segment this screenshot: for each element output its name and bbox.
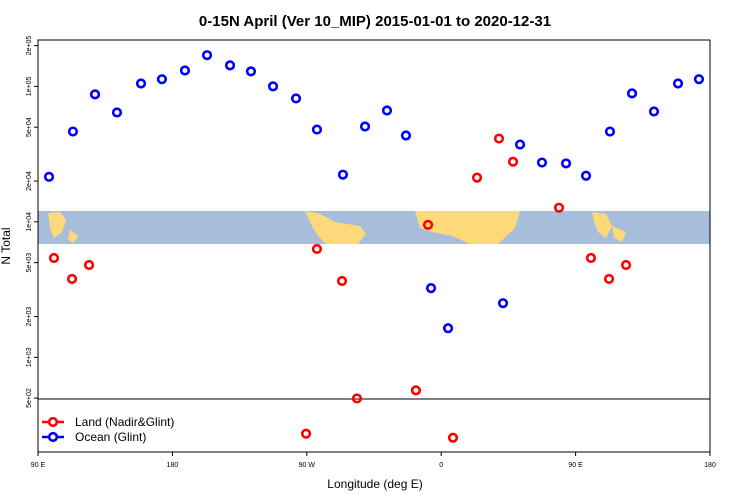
- point: [626, 88, 638, 99]
- point: [201, 50, 213, 61]
- point: [442, 323, 454, 334]
- point: [156, 74, 168, 85]
- y-tick-label: 5e+04: [26, 117, 33, 137]
- map-strip: [38, 211, 710, 244]
- point: [337, 169, 349, 180]
- x-tick-label: 180: [167, 462, 179, 469]
- point: [245, 66, 257, 77]
- point: [351, 393, 363, 404]
- y-tick-label: 1e+03: [26, 347, 33, 367]
- x-tick-label: 180: [704, 462, 716, 469]
- legend-label: Land (Nadir&Glint): [75, 415, 174, 429]
- point: [381, 105, 393, 116]
- point: [580, 170, 592, 181]
- x-tick-label: 90 W: [299, 462, 316, 469]
- point: [410, 385, 422, 396]
- point: [111, 107, 123, 118]
- y-tick-label: 1e+04: [26, 212, 33, 232]
- point: [672, 78, 684, 89]
- point: [67, 126, 79, 137]
- point: [359, 121, 371, 132]
- point: [336, 275, 348, 287]
- point: [536, 157, 548, 168]
- point: [267, 81, 279, 92]
- y-axis-label: N Total: [0, 227, 13, 264]
- point: [290, 93, 302, 104]
- point: [425, 283, 437, 294]
- point: [422, 219, 434, 230]
- y-tick-label: 5e+02: [26, 388, 33, 408]
- point: [603, 273, 615, 285]
- point: [311, 243, 323, 255]
- point: [497, 298, 509, 309]
- point: [471, 172, 483, 183]
- x-axis-label: Longitude (deg E): [327, 477, 422, 491]
- point: [83, 259, 95, 271]
- point: [311, 124, 323, 135]
- point: [507, 156, 519, 167]
- y-tick-label: 1e+05: [26, 76, 33, 96]
- legend-marker: [47, 431, 59, 443]
- x-tick-label: 0: [439, 462, 443, 469]
- x-tick-label: 90 E: [31, 462, 46, 469]
- point: [620, 259, 632, 271]
- chart-title: 0-15N April (Ver 10_MIP) 2015-01-01 to 2…: [199, 13, 551, 30]
- point: [560, 158, 572, 169]
- point: [493, 133, 505, 144]
- point: [43, 171, 55, 182]
- point: [135, 78, 147, 89]
- point: [66, 273, 78, 285]
- point: [514, 139, 526, 150]
- x-tick-label: 90 E: [568, 462, 583, 469]
- point: [585, 252, 597, 264]
- y-tick-label: 2e+04: [26, 171, 33, 191]
- point: [553, 202, 565, 213]
- point: [179, 65, 191, 76]
- point: [300, 428, 312, 439]
- y-tick-label: 5e+03: [26, 253, 33, 273]
- legend-marker: [47, 416, 59, 428]
- point: [693, 74, 705, 85]
- point: [447, 432, 459, 443]
- point: [89, 89, 101, 100]
- point: [604, 126, 616, 137]
- point: [400, 130, 412, 141]
- point: [648, 106, 660, 117]
- point: [224, 60, 236, 71]
- y-tick-label: 2e+03: [26, 307, 33, 327]
- legend-label: Ocean (Glint): [75, 430, 146, 444]
- point: [48, 252, 60, 264]
- plot-frame: [37, 39, 711, 453]
- y-tick-label: 2e+05: [26, 36, 33, 56]
